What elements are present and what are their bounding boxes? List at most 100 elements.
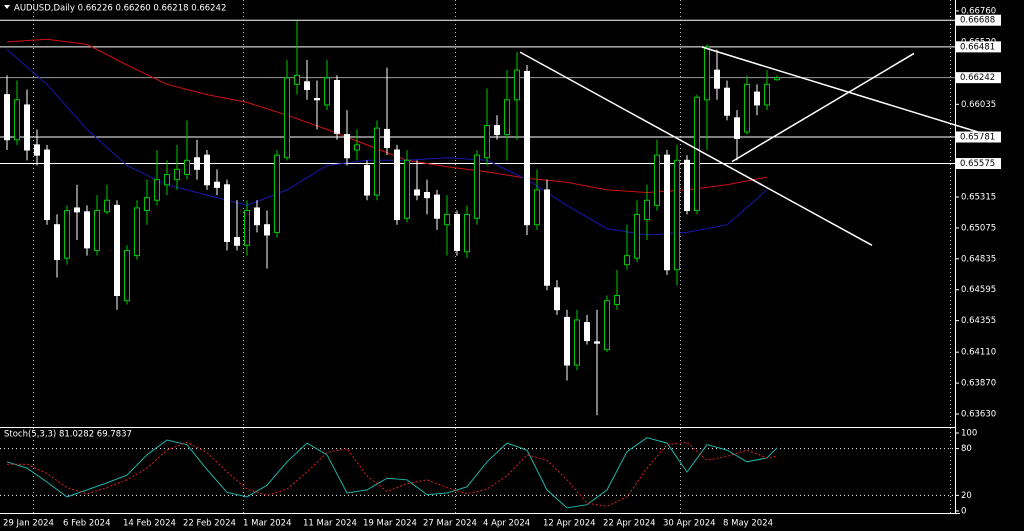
candle-body <box>464 213 470 253</box>
candle-body <box>504 99 510 136</box>
candle-body <box>44 149 50 221</box>
candle-body <box>254 207 260 226</box>
candle-body <box>304 81 310 90</box>
level-label: 0.65781 <box>960 133 995 143</box>
candle-body <box>164 173 170 186</box>
candle-body <box>704 46 710 101</box>
candle-body <box>564 316 570 366</box>
level-label: 0.65575 <box>960 159 995 169</box>
y-tick-label: 0.64110 <box>961 348 996 358</box>
y-tick-label: 0 <box>961 506 966 516</box>
candle-body <box>264 224 270 236</box>
indicator-title: Stoch(5,3,3) 81.0282 69.7837 <box>4 430 132 440</box>
candle-body <box>754 91 760 106</box>
candle-body <box>124 249 130 302</box>
candle-body <box>694 96 700 212</box>
y-tick-label: 100 <box>961 428 977 438</box>
candle-body <box>514 69 520 101</box>
candle-body <box>764 83 770 106</box>
trend-line <box>701 46 983 134</box>
candle-body <box>114 204 120 297</box>
candle-body <box>744 83 750 133</box>
x-tick-label: 29 Jan 2024 <box>3 519 54 529</box>
candle-body <box>234 237 240 246</box>
candle-body <box>684 159 690 212</box>
candle-body <box>134 207 140 257</box>
last-price-box <box>956 72 1001 84</box>
candle-body <box>324 77 330 106</box>
candle-body <box>634 213 640 259</box>
candle-body <box>484 125 490 159</box>
x-tick-label: 22 Feb 2024 <box>183 519 236 529</box>
y-tick-label: 20 <box>961 491 972 501</box>
level-label-box <box>956 131 1001 143</box>
y-tick-label: 0.63870 <box>961 379 996 389</box>
candle-body <box>584 322 590 342</box>
y-tick-label: 0.63630 <box>961 409 996 419</box>
y-tick-label: 0.64355 <box>961 316 996 326</box>
candle-body <box>214 181 220 188</box>
candle-body <box>284 77 290 159</box>
candle-body <box>674 159 680 271</box>
candle-body <box>524 70 530 226</box>
candle-body <box>554 287 560 311</box>
level-label-box <box>956 158 1001 170</box>
last-price-label: 0.66242 <box>960 73 995 83</box>
candle-body <box>734 117 740 139</box>
candle-body <box>244 210 250 246</box>
candle-body <box>314 98 320 101</box>
x-tick-label: 30 Apr 2024 <box>663 519 716 529</box>
y-tick-label: 0.66035 <box>961 100 996 110</box>
candle-body <box>74 207 80 213</box>
candle-body <box>294 74 300 85</box>
x-tick-label: 12 Apr 2024 <box>543 519 596 529</box>
y-tick-label: 0.64835 <box>961 254 996 264</box>
trend-line <box>519 51 873 246</box>
candle-body <box>24 104 30 151</box>
y-tick-label: 0.65075 <box>961 223 996 233</box>
candle-body <box>454 213 460 251</box>
indicator-line <box>7 441 778 507</box>
x-tick-label: 22 Apr 2024 <box>603 519 656 529</box>
candle-body <box>624 255 630 266</box>
candle-body <box>494 125 500 136</box>
candle-body <box>594 341 600 344</box>
level-label-box <box>956 14 1001 26</box>
candle-body <box>774 77 780 81</box>
x-tick-label: 14 Feb 2024 <box>123 519 176 529</box>
candle-body <box>224 184 230 242</box>
chart-title: AUDUSD,Daily 0.66226 0.66260 0.66218 0.6… <box>14 4 226 14</box>
x-tick-label: 8 May 2024 <box>723 519 773 529</box>
candle-body <box>174 168 180 181</box>
candle-body <box>644 199 650 221</box>
y-tick-label: 0.64595 <box>961 285 996 295</box>
y-tick-label: 80 <box>961 444 972 454</box>
candle-body <box>354 144 360 151</box>
y-tick-label: 0.65315 <box>961 193 996 203</box>
candle-body <box>4 94 10 141</box>
candle-body <box>724 87 730 116</box>
candle-body <box>654 154 660 206</box>
candle-body <box>424 192 430 199</box>
x-tick-label: 1 Mar 2024 <box>243 519 291 529</box>
candle-body <box>534 189 540 226</box>
candle-body <box>414 189 420 196</box>
candle-body <box>194 157 200 170</box>
candle-body <box>204 154 210 186</box>
candle-body <box>604 300 610 351</box>
candle-body <box>714 69 720 89</box>
candle-body <box>84 211 90 249</box>
candle-body <box>444 213 450 226</box>
symbol-menu-arrow[interactable] <box>4 5 10 9</box>
candle-body <box>34 144 40 156</box>
candle-body <box>274 154 280 233</box>
x-tick-label: 6 Feb 2024 <box>63 519 111 529</box>
candle-body <box>54 224 60 260</box>
candle-body <box>334 79 340 134</box>
candle-body <box>434 194 440 219</box>
x-tick-label: 19 Mar 2024 <box>363 519 417 529</box>
candle-body <box>544 189 550 286</box>
x-tick-label: 11 Mar 2024 <box>303 519 357 529</box>
candle-body <box>384 128 390 148</box>
candle-body <box>104 199 110 213</box>
